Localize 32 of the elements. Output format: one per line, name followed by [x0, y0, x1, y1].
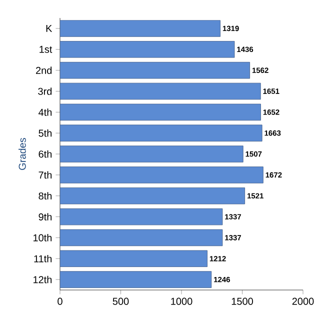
bar	[60, 229, 223, 246]
bar	[60, 62, 250, 79]
x-tick-label: 1000	[171, 298, 192, 305]
y-tick-label: 2nd	[36, 66, 52, 74]
y-tick-label: 3rd	[38, 88, 52, 95]
y-tick-label: 8th	[38, 192, 52, 200]
bar	[60, 187, 246, 204]
x-tick-label: 0	[58, 298, 62, 305]
y-axis-title: Grades	[18, 138, 26, 170]
x-tick-label: 1500	[232, 298, 253, 305]
bar	[60, 124, 262, 142]
bar	[60, 146, 244, 162]
bar	[60, 20, 220, 37]
y-tick-label: K	[46, 25, 52, 32]
y-tick-label: 10th	[34, 234, 52, 242]
x-tick-label: 2000	[292, 298, 314, 305]
bar	[60, 271, 212, 288]
bar	[60, 82, 261, 100]
y-tick-label: 7th	[38, 171, 52, 179]
y-tick-label: 5th	[38, 129, 52, 137]
bar	[60, 104, 261, 121]
bar	[60, 41, 235, 58]
bar	[60, 208, 223, 226]
y-tick-label: 1st	[40, 46, 52, 53]
y-tick-label: 6th	[38, 150, 52, 158]
y-tick-label: 4th	[38, 108, 52, 116]
y-tick-label: 11th	[34, 254, 52, 262]
bar	[60, 250, 208, 267]
x-tick-label: 500	[112, 298, 129, 305]
y-tick-label: 9th	[38, 213, 52, 220]
y-tick-label: 12th	[34, 276, 52, 284]
bar	[60, 166, 264, 184]
